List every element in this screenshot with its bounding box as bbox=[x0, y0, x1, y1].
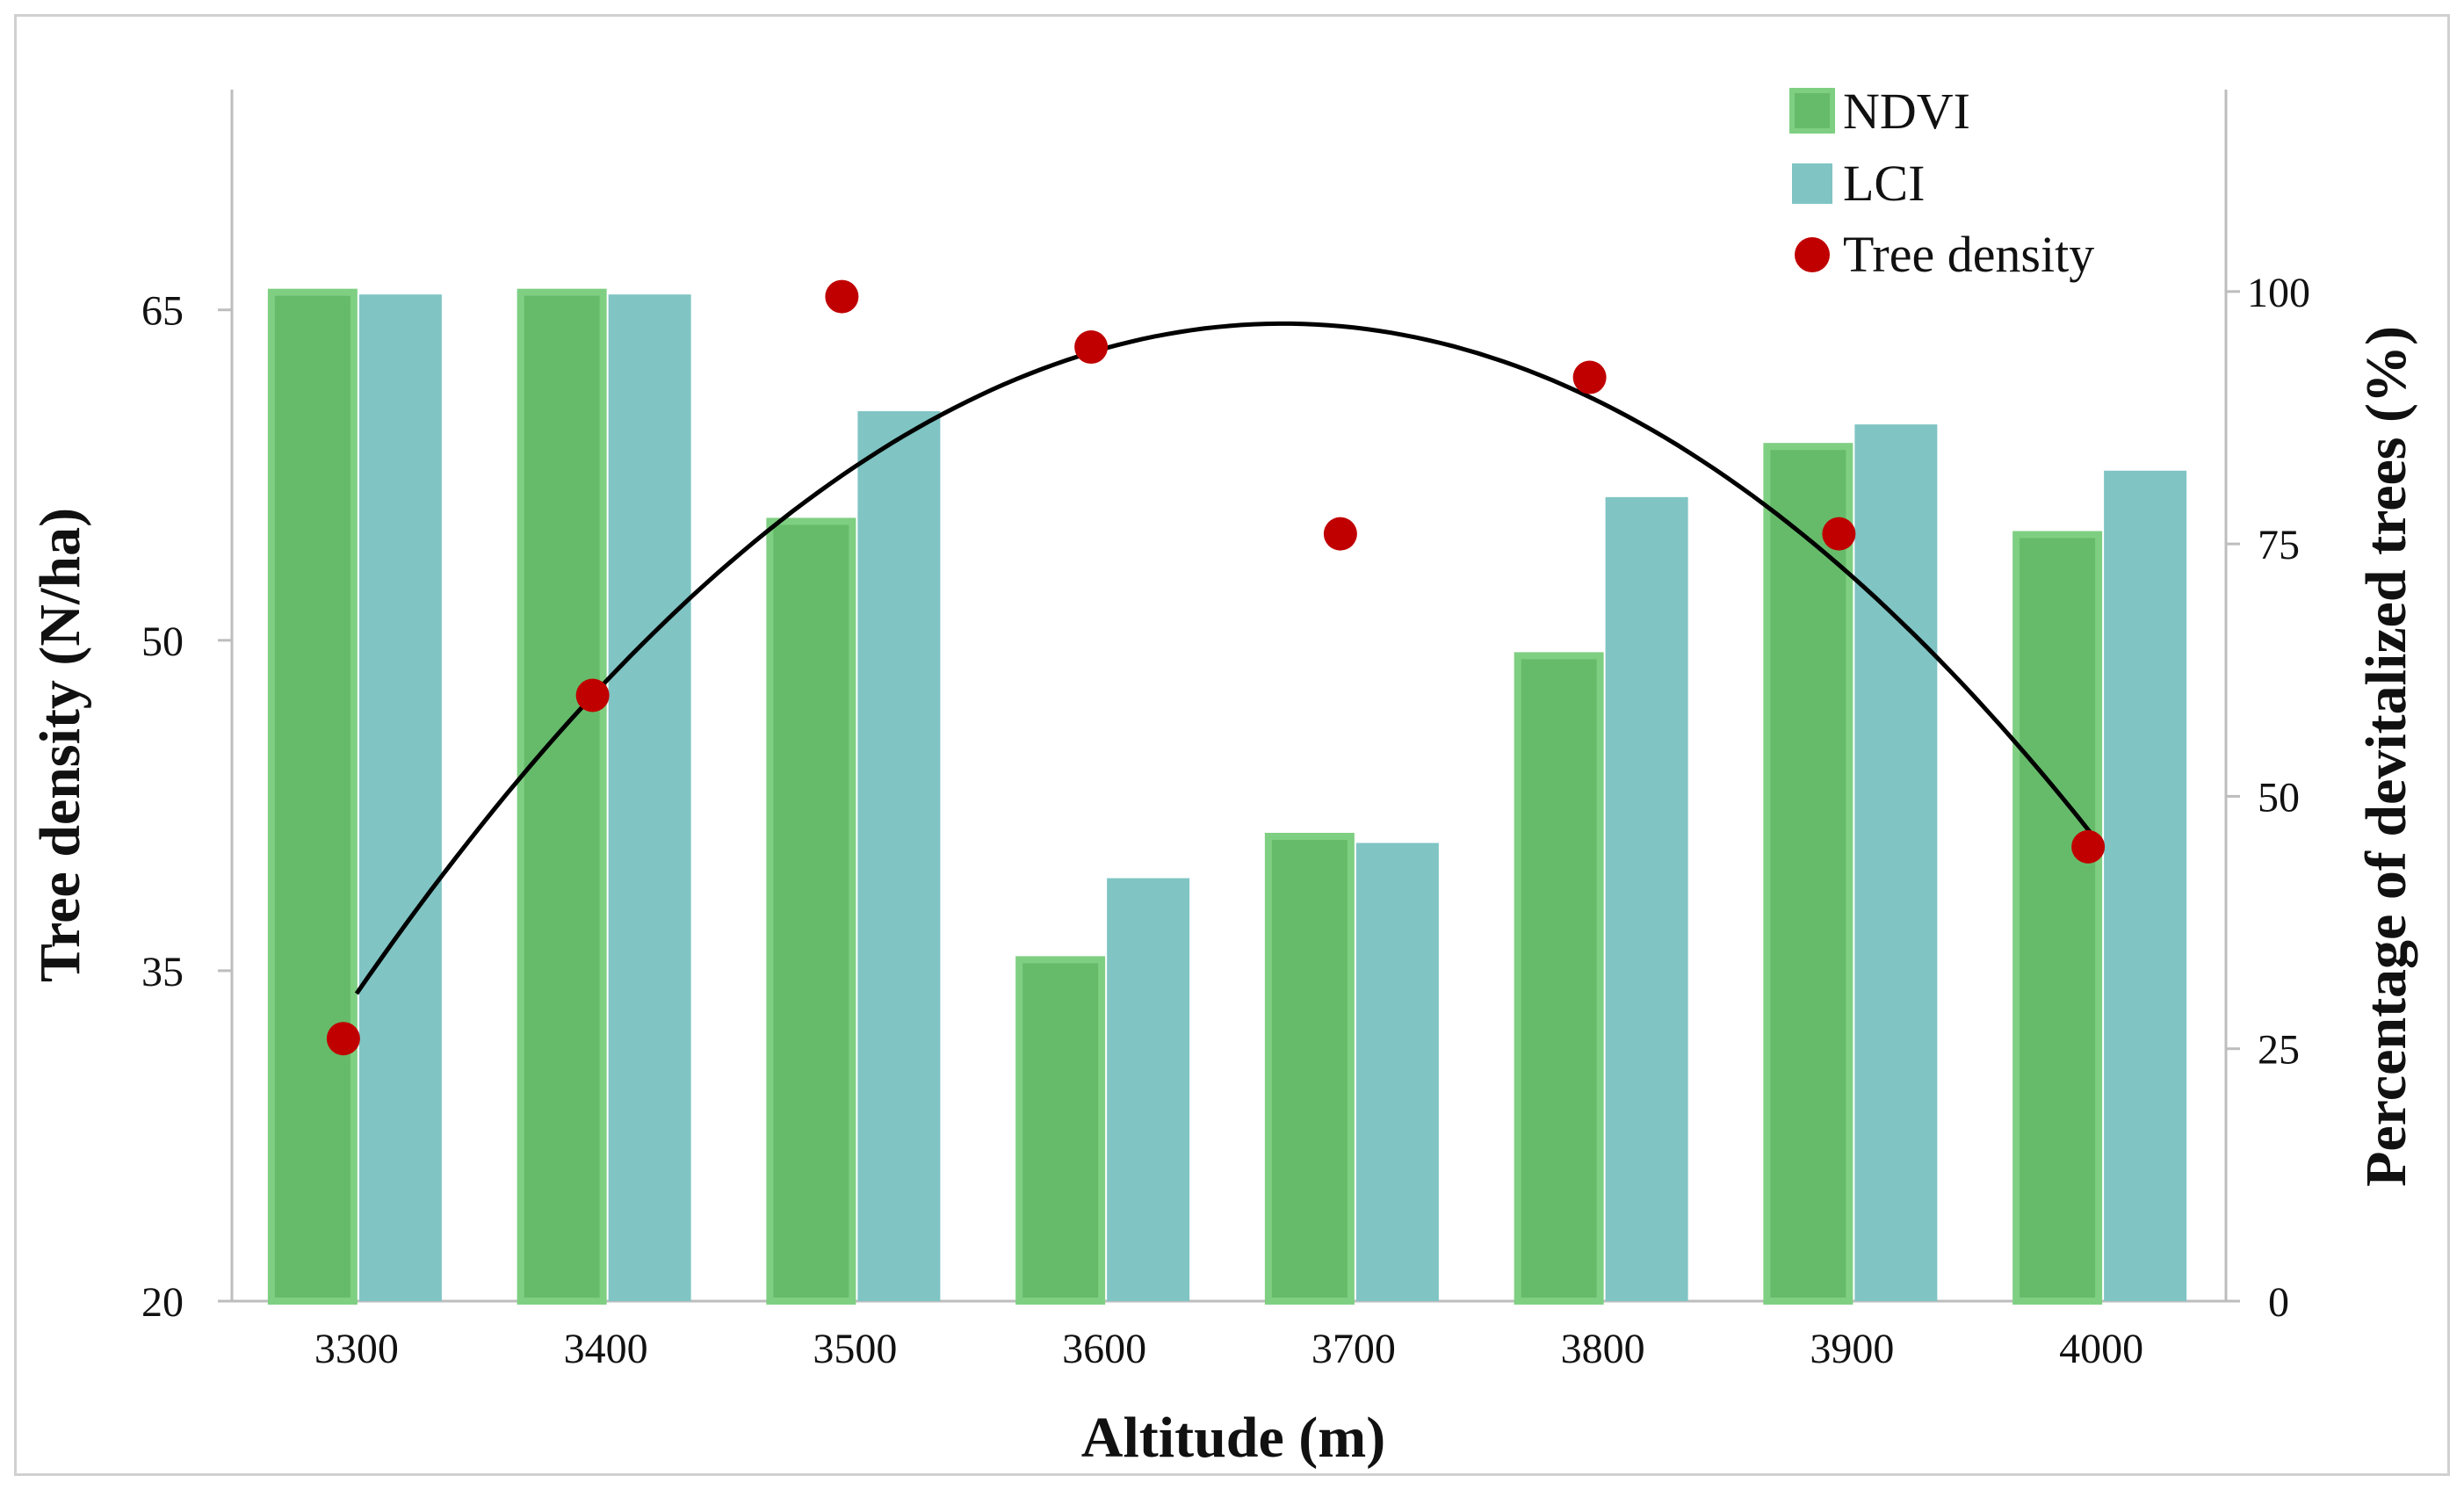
bar-lci bbox=[608, 294, 691, 1301]
x-tick-label: 3300 bbox=[314, 1326, 399, 1372]
x-tick-label: 3500 bbox=[813, 1326, 897, 1372]
trendline-group bbox=[354, 321, 2104, 995]
legend-label-lci: LCI bbox=[1843, 155, 1925, 212]
bar-lci bbox=[1854, 424, 1938, 1301]
y2-tick-label: 50 bbox=[2258, 774, 2300, 821]
bar-ndvi bbox=[766, 517, 856, 1305]
y-tick-label: 65 bbox=[141, 288, 184, 335]
y2-axis-title: Percentage of devitalized trees (%) bbox=[2354, 326, 2418, 1187]
tree-density-point bbox=[326, 1022, 360, 1056]
y-tick-label: 50 bbox=[141, 618, 184, 665]
trendline bbox=[354, 321, 2104, 995]
legend-swatch-ndvi bbox=[1789, 88, 1835, 134]
bar-ndvi bbox=[1015, 956, 1106, 1305]
tree-density-points bbox=[326, 279, 2106, 1056]
tree-density-point bbox=[1323, 517, 1357, 551]
bars bbox=[267, 288, 2187, 1306]
bar-ndvi bbox=[517, 288, 607, 1306]
y2-tick-label: 0 bbox=[2268, 1279, 2289, 1326]
x-tick-label: 3800 bbox=[1561, 1326, 1645, 1372]
bar-ndvi bbox=[2012, 531, 2103, 1305]
bar-lci bbox=[857, 411, 941, 1301]
y-tick-label: 35 bbox=[141, 949, 184, 995]
y-tick-label: 20 bbox=[141, 1279, 184, 1326]
x-axis-title: Altitude (m) bbox=[1081, 1406, 1385, 1470]
bar-lci bbox=[1355, 843, 1439, 1301]
tree-density-point bbox=[2071, 829, 2106, 864]
bar-lci bbox=[2104, 470, 2187, 1301]
x-tick-label: 3900 bbox=[1810, 1326, 1894, 1372]
y2-tick-label: 100 bbox=[2247, 270, 2310, 316]
legend-swatch-lci bbox=[1792, 163, 1832, 204]
x-tick-label: 3700 bbox=[1311, 1326, 1396, 1372]
bar-ndvi bbox=[267, 288, 358, 1306]
legend-marker-tree-density bbox=[1795, 237, 1830, 272]
legend: NDVI LCI Tree density bbox=[1789, 83, 2094, 283]
tree-density-point bbox=[1572, 360, 1607, 394]
x-tick-label: 3400 bbox=[564, 1326, 648, 1372]
y2-tick-label: 25 bbox=[2258, 1027, 2300, 1074]
bar-lci bbox=[1107, 878, 1190, 1301]
x-tick-label: 4000 bbox=[2059, 1326, 2143, 1372]
y2-tick-label: 75 bbox=[2258, 522, 2300, 568]
tree-density-point bbox=[1822, 517, 1856, 551]
tree-density-point bbox=[825, 279, 859, 314]
bar-ndvi bbox=[1763, 443, 1853, 1306]
bar-lci bbox=[1605, 496, 1688, 1301]
y-axis-title: Tree density (N/ha) bbox=[28, 508, 92, 982]
legend-label-tree-density: Tree density bbox=[1843, 226, 2094, 283]
tree-density-point bbox=[1074, 330, 1109, 365]
bar-ndvi bbox=[1514, 652, 1604, 1305]
bar-ndvi bbox=[1264, 832, 1355, 1305]
legend-label-ndvi: NDVI bbox=[1843, 83, 1970, 140]
tick-labels: 20 35 50 65 0 25 50 75 100 3300 3400 3500 3600 3700 38… bbox=[141, 270, 2310, 1372]
tree-density-point bbox=[575, 678, 610, 712]
bar-lci bbox=[358, 294, 442, 1301]
x-tick-label: 3600 bbox=[1062, 1326, 1146, 1372]
